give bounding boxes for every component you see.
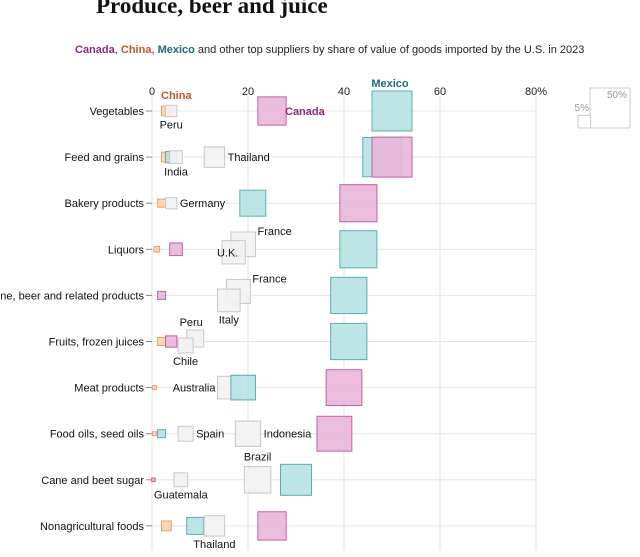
bubble-canada	[257, 96, 287, 126]
bubble-mexico	[330, 276, 368, 315]
x-tick-label: 40	[338, 86, 350, 98]
subtitle-separator: ,	[151, 44, 158, 56]
bubble-china	[161, 520, 172, 532]
supplier-label: Chile	[173, 356, 198, 368]
bubble-canada	[371, 136, 413, 178]
series-label-china: China	[161, 90, 192, 102]
bubble-canada	[151, 477, 156, 483]
bubble-other	[221, 240, 246, 265]
bubble-other	[165, 104, 178, 118]
size-legend-large	[589, 87, 631, 129]
supplier-label: Guatemala	[154, 490, 209, 502]
chart-subtitle: Canada, China, Mexico and other top supp…	[75, 44, 584, 56]
bubble-other	[177, 425, 194, 442]
category-label: Meat products	[74, 383, 144, 395]
x-tick-label: 20	[242, 86, 254, 98]
bubble-canada	[169, 242, 183, 257]
size-legend-label: 5%	[575, 103, 590, 114]
supplier-label: Thailand	[228, 152, 270, 164]
bubble-china	[157, 337, 167, 346]
bubble-mexico	[157, 429, 167, 439]
category-label: Nonagricultural foods	[40, 521, 144, 533]
supplier-label: France	[252, 273, 286, 285]
supplier-label: Germany	[180, 198, 226, 210]
supplier-label: France	[258, 226, 292, 238]
subtitle-separator: ,	[114, 44, 121, 56]
subtitle-china: China	[120, 44, 152, 56]
supplier-label: Spain	[196, 429, 224, 441]
bubble-other	[169, 150, 183, 164]
bubble-china	[151, 431, 157, 437]
bubble-other	[216, 288, 241, 313]
bubble-other	[234, 420, 262, 447]
subtitle-canada: Canada	[75, 44, 115, 56]
series-label-canada: Canada	[285, 106, 326, 118]
supplier-label: Australia	[173, 383, 217, 395]
size-legend-label: 50%	[607, 90, 627, 101]
category-label: Feed and grains	[65, 152, 145, 164]
bubble-china	[151, 385, 157, 391]
bubble-other	[243, 466, 272, 494]
subtitle-rest: and other top suppliers by share of valu…	[194, 44, 585, 56]
supplier-label: Brazil	[244, 452, 272, 464]
subtitle-mexico: Mexico	[157, 44, 195, 56]
x-tick-label: 0	[149, 86, 155, 98]
bubble-mexico	[371, 90, 413, 132]
category-label: Wine, beer and related products	[0, 290, 144, 302]
bubble-canada	[165, 335, 178, 348]
bubble-other	[203, 515, 226, 537]
size-legend-small	[577, 114, 592, 129]
supplier-label: U.K.	[217, 247, 238, 259]
bubble-other	[173, 472, 189, 488]
bubble-mexico	[339, 230, 378, 269]
bubble-china	[157, 198, 167, 208]
bubble-other	[203, 146, 226, 168]
category-label: Fruits, frozen juices	[49, 337, 145, 349]
bubble-canada	[325, 369, 363, 406]
supplier-label: Indonesia	[264, 429, 313, 441]
category-label: Liquors	[108, 244, 145, 256]
chart-title: Produce, beer and juice	[96, 0, 328, 18]
bubble-canada	[257, 511, 287, 541]
category-label: Vegetables	[90, 106, 145, 118]
supplier-label: Thailand	[193, 539, 235, 551]
x-tick-label: 80%	[525, 86, 547, 98]
category-label: Bakery products	[65, 198, 145, 210]
supplier-label: India	[164, 166, 189, 178]
bubble-mexico	[280, 463, 312, 496]
supplier-label: Peru	[160, 120, 183, 132]
x-tick-label: 60	[434, 86, 446, 98]
supplier-label: Peru	[180, 317, 203, 329]
bubble-china	[153, 245, 161, 253]
bubble-mexico	[330, 322, 368, 361]
series-label-mexico: Mexico	[371, 78, 409, 90]
bubble-canada	[339, 184, 378, 223]
bubble-other	[165, 197, 178, 210]
bubble-mexico	[230, 374, 257, 401]
category-label: Cane and beet sugar	[41, 475, 144, 487]
bubble-other	[177, 337, 194, 354]
category-label: Food oils, seed oils	[50, 429, 145, 441]
bubble-canada	[316, 415, 353, 452]
bubble-mexico	[239, 189, 267, 217]
supplier-label: Italy	[219, 315, 240, 327]
bubble-canada	[157, 290, 167, 300]
bubble-mexico	[186, 516, 205, 535]
